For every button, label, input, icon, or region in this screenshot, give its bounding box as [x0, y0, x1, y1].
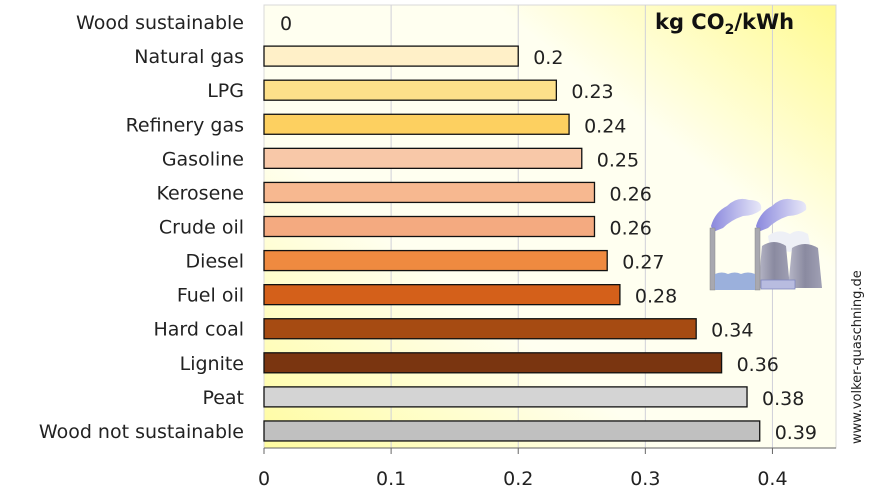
power-plant-icon	[709, 198, 822, 291]
bar	[263, 284, 621, 306]
credit-text: www.volker-quaschning.de	[850, 270, 865, 444]
data-label: 0.2	[533, 47, 563, 69]
category-label: Diesel	[186, 251, 244, 273]
bar	[263, 147, 583, 169]
data-label: 0.38	[762, 388, 804, 410]
data-label: 0.23	[571, 81, 613, 103]
data-label: 0.28	[635, 286, 677, 308]
x-tick-label: 0.1	[376, 468, 406, 490]
category-label: Lignite	[180, 353, 244, 375]
data-label: 0.39	[775, 422, 817, 444]
data-label: 0.26	[609, 183, 651, 205]
category-label: Hard coal	[153, 319, 244, 341]
x-tick-label: 0.3	[630, 468, 660, 490]
x-tick-label: 0.2	[503, 468, 533, 490]
bar	[263, 318, 697, 340]
bar	[263, 215, 596, 238]
bar	[263, 249, 608, 272]
data-label: 0.25	[597, 149, 639, 171]
unit-label: kg CO2/kWh	[655, 10, 795, 39]
category-label: Refinery gas	[126, 114, 244, 136]
data-label: 0.27	[622, 252, 664, 274]
bar	[263, 181, 596, 204]
category-label: Natural gas	[134, 46, 244, 68]
category-label: Kerosene	[156, 182, 244, 204]
bar	[263, 45, 519, 67]
category-label: Peat	[202, 387, 244, 409]
data-label: 0.34	[711, 320, 753, 342]
bar	[263, 420, 761, 442]
category-label: Wood sustainable	[76, 12, 244, 34]
data-label: 0.26	[609, 218, 651, 240]
category-label: Gasoline	[162, 148, 244, 170]
data-label: 0.24	[584, 115, 626, 137]
data-label: 0	[280, 13, 292, 35]
category-label: LPG	[207, 80, 244, 102]
bar	[263, 113, 570, 135]
x-tick-label: 0	[258, 468, 270, 490]
category-label: Crude oil	[159, 217, 244, 239]
data-label: 0.36	[737, 354, 779, 376]
x-tick-label: 0.4	[757, 468, 787, 490]
category-label: Wood not sustainable	[39, 421, 244, 443]
bar	[263, 386, 748, 408]
category-label: Fuel oil	[177, 285, 244, 307]
bar	[263, 79, 558, 101]
bar	[263, 352, 723, 374]
